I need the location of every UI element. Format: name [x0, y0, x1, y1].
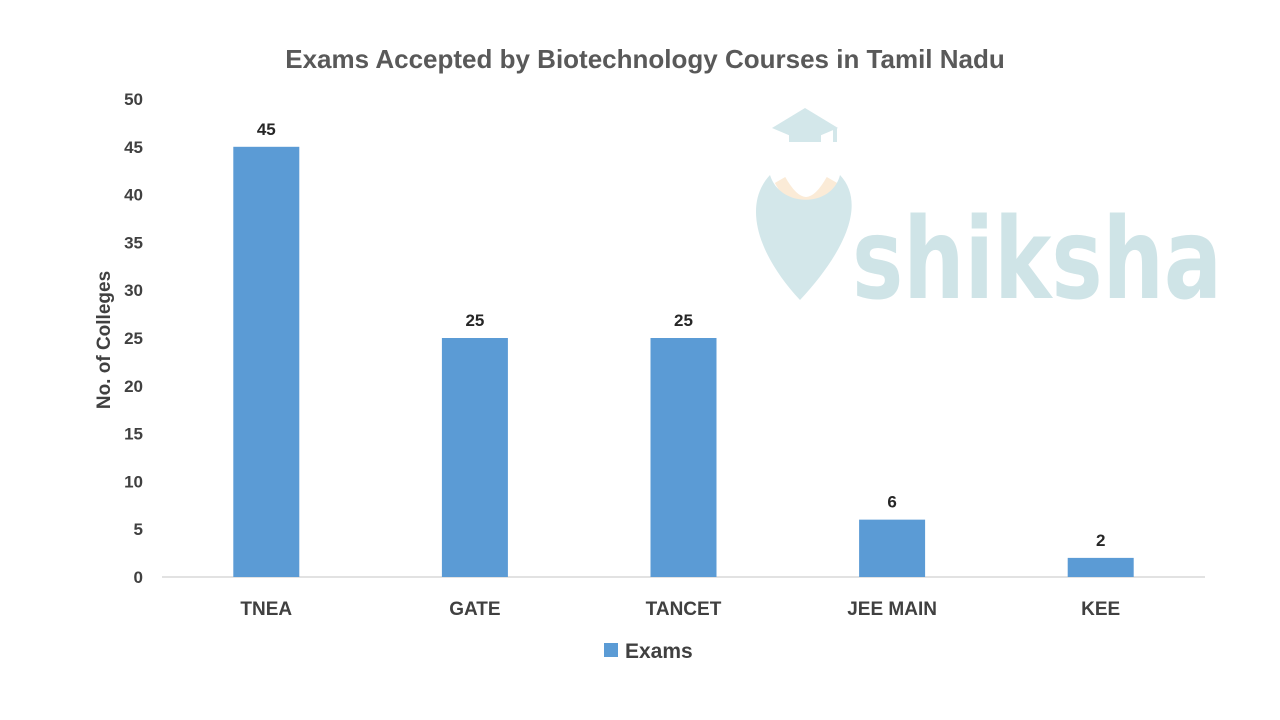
y-tick-label: 40 — [124, 186, 143, 205]
bar — [859, 519, 926, 577]
legend: Exams — [604, 640, 693, 663]
data-label: 25 — [465, 311, 484, 330]
y-tick-label: 0 — [134, 568, 143, 587]
y-tick-label: 35 — [124, 233, 143, 252]
x-tick-label: KEE — [1081, 599, 1120, 620]
legend-label: Exams — [625, 640, 693, 663]
bar — [233, 146, 300, 578]
y-tick-label: 25 — [124, 329, 143, 348]
bars — [233, 146, 1134, 578]
y-tick-label: 30 — [124, 281, 143, 300]
data-label: 45 — [257, 120, 276, 139]
data-label: 25 — [674, 311, 693, 330]
data-label: 6 — [887, 493, 896, 512]
y-tick-label: 15 — [124, 425, 143, 444]
x-tick-label: JEE MAIN — [847, 599, 937, 620]
y-tick-label: 45 — [124, 138, 143, 157]
shiksha-watermark-logo: shiksha — [755, 108, 1222, 325]
data-labels: 45 25 25 6 2 — [257, 120, 1106, 550]
x-tick-label: GATE — [449, 599, 500, 620]
y-tick-label: 5 — [134, 520, 143, 539]
bar — [1067, 557, 1134, 577]
y-axis-label: No. of Colleges — [94, 271, 115, 409]
y-axis-ticks: 0 5 10 15 20 25 30 35 40 45 50 — [124, 90, 143, 587]
bar — [650, 338, 717, 577]
watermark-brand-text: shiksha — [852, 195, 1222, 325]
x-tick-label: TANCET — [646, 599, 722, 620]
chart-title: Exams Accepted by Biotechnology Courses … — [285, 44, 1005, 74]
y-tick-label: 10 — [124, 472, 143, 491]
y-tick-label: 50 — [124, 90, 143, 109]
bar — [441, 338, 508, 577]
x-tick-label: TNEA — [240, 599, 292, 620]
y-tick-label: 20 — [124, 377, 143, 396]
lamp-icon — [755, 175, 852, 300]
data-label: 2 — [1096, 531, 1105, 550]
legend-swatch — [604, 643, 618, 657]
graduation-cap-icon — [772, 108, 838, 142]
x-axis-ticks: TNEA GATE TANCET JEE MAIN KEE — [240, 599, 1120, 620]
